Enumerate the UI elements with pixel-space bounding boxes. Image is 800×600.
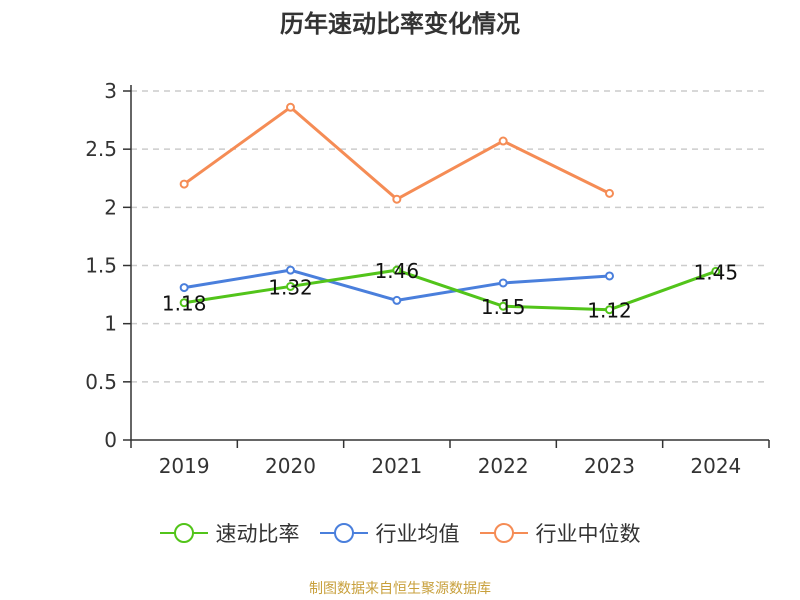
data-point [286,102,295,112]
data-label: 1.12 [587,299,632,323]
chart-title: 历年速动比率变化情况 [280,10,520,38]
x-tick-label: 2023 [584,454,635,478]
legend-marker-icon [159,523,208,543]
y-tick-label: 0.5 [85,370,117,394]
data-point [605,305,614,315]
legend: 速动比率 行业均值 行业中位数 [0,518,800,548]
data-point [498,301,508,311]
y-tick-label: 0 [104,428,117,452]
x-tick-label: 2024 [690,454,741,478]
y-tick-label: 2.5 [85,137,117,161]
data-point [392,265,402,275]
legend-marker-icon [319,523,368,543]
data-label: 1.18 [162,292,207,316]
data-labels: 1.18 1.32 1.46 1.15 1.12 1.45 [162,259,738,323]
data-point [605,271,614,281]
legend-label: 行业均值 [375,522,460,546]
data-point [392,295,402,305]
y-tick-label: 1 [104,312,117,336]
series-line [183,105,611,201]
data-label: 1.46 [375,259,420,283]
legend-label: 速动比率 [215,522,300,546]
series-line [183,268,717,312]
data-point [286,265,295,275]
source-note: 制图数据来自恒生聚源数据库 [309,581,491,597]
legend-marker-icon [479,523,528,543]
data-point [711,266,721,276]
x-tick-label: 2019 [159,454,210,478]
data-point [179,179,189,189]
legend-item-quick-ratio[interactable]: 速动比率 [159,518,300,548]
data-label: 1.15 [481,295,526,319]
x-tick-label: 2022 [478,454,529,478]
series-lines [179,102,721,315]
x-tick-label: 2021 [371,454,422,478]
data-label: 1.45 [694,260,739,284]
data-point [498,136,508,146]
legend-item-industry-average[interactable]: 行业均值 [319,518,460,548]
legend-label: 行业中位数 [535,522,641,546]
y-tick-label: 3 [104,79,117,103]
legend-item-industry-median[interactable]: 行业中位数 [479,518,641,548]
data-point [498,278,508,288]
data-point [179,283,189,293]
x-tick-label: 2020 [265,454,316,478]
y-tick-label: 1.5 [85,254,117,278]
data-point [286,281,295,291]
data-point [392,194,402,204]
y-tick-label: 2 [104,195,117,219]
data-point [605,188,614,198]
gridlines [131,90,769,383]
data-label: 1.32 [268,275,313,299]
axes: 0 0.5 1 1.5 2 2.5 3 2019 2020 2021 2022 2023 2024 [85,79,770,478]
data-point [179,298,189,308]
